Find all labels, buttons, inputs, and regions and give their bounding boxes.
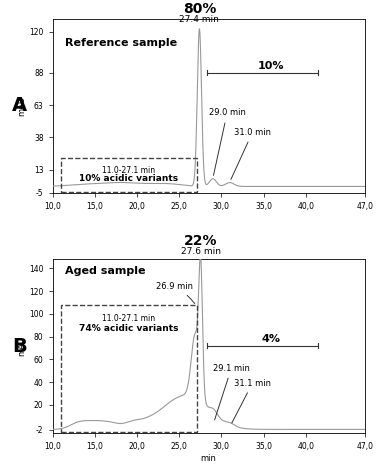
Text: 10% acidic variants: 10% acidic variants (79, 173, 178, 183)
Text: 27.4 min: 27.4 min (179, 15, 219, 24)
Y-axis label: mAU: mAU (17, 336, 26, 356)
Text: B: B (12, 337, 27, 356)
Text: 4%: 4% (262, 334, 280, 344)
Text: 29.1 min: 29.1 min (213, 364, 250, 420)
Text: 22%: 22% (184, 234, 218, 248)
Text: 11.0-27.1 min: 11.0-27.1 min (102, 166, 155, 175)
Text: 29.0 min: 29.0 min (209, 109, 246, 175)
Text: 31.0 min: 31.0 min (231, 128, 271, 179)
Text: 74% acidic variants: 74% acidic variants (79, 324, 178, 333)
Y-axis label: mAU: mAU (17, 96, 26, 116)
Text: A: A (12, 96, 27, 115)
Text: 27.6 min: 27.6 min (181, 247, 221, 256)
Text: Reference sample: Reference sample (65, 38, 177, 48)
Text: 31.1 min: 31.1 min (232, 378, 271, 423)
Text: Aged sample: Aged sample (65, 266, 146, 276)
Text: 11.0-27.1 min: 11.0-27.1 min (102, 314, 155, 323)
Text: 10%: 10% (258, 61, 284, 71)
Text: 26.9 min: 26.9 min (156, 282, 195, 304)
Text: 80%: 80% (183, 2, 216, 16)
X-axis label: min: min (201, 454, 217, 463)
